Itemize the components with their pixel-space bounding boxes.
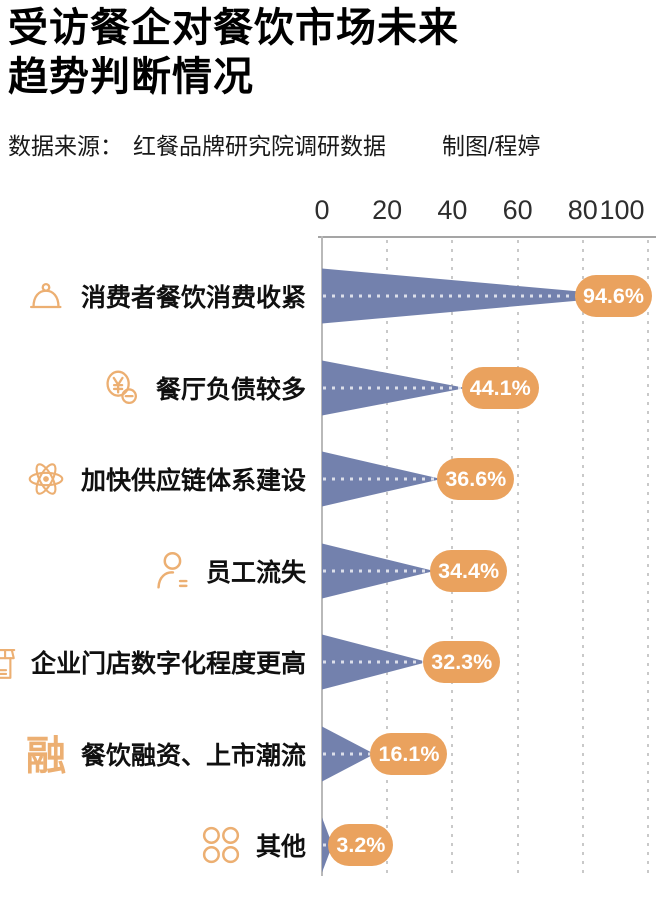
storefront-icon [0, 639, 19, 685]
atom-icon [23, 456, 69, 502]
chart-row: 企业门店数字化程度更高 32.3% [0, 616, 656, 708]
gridline [516, 240, 519, 876]
value-badge: 32.3% [423, 641, 501, 683]
axis-tick-label: 40 [437, 195, 468, 225]
value-badge: 3.2% [328, 824, 394, 866]
row-label-group: 融 餐饮融资、上市潮流 [0, 708, 312, 800]
axis-top-border [318, 236, 656, 238]
chart-row: 消费者餐饮消费收紧 94.6% [0, 250, 656, 342]
bar-wedge [322, 708, 376, 800]
axis-tick-label: 100 [599, 195, 645, 225]
axis-tick-label: 0 [314, 195, 330, 225]
chart-row: 加快供应链体系建设 36.6% [0, 433, 656, 525]
category-label: 餐饮融资、上市潮流 [80, 741, 306, 770]
chart-row: 融 餐饮融资、上市潮流 16.1% [0, 708, 656, 800]
category-label: 其他 [255, 833, 306, 861]
row-label-group: 其他 [0, 799, 312, 891]
row-label-group: 加快供应链体系建设 [0, 433, 312, 525]
bar-wedge [322, 433, 443, 525]
gridline [647, 240, 649, 876]
chart-row: 其他 3.2% [0, 799, 656, 891]
person-icon [148, 548, 194, 594]
svg-text:融: 融 [26, 733, 66, 777]
category-label: 员工流失 [205, 558, 306, 587]
title-line-1: 受访餐企对餐饮市场未来 [8, 6, 459, 50]
gridline [386, 240, 389, 876]
category-label: 餐厅负债较多 [155, 375, 306, 404]
cloche-icon [23, 273, 69, 319]
chart-row: 餐厅负债较多 44.1% [0, 342, 656, 434]
category-label: 加快供应链体系建设 [80, 467, 306, 495]
yuan-coins-icon [98, 365, 144, 411]
chart-row: 员工流失 34.4% [0, 525, 656, 617]
value-badge: 36.6% [437, 458, 515, 500]
source-value: 红餐品牌研究院调研数据 [133, 133, 386, 159]
value-badge: 34.4% [430, 549, 508, 592]
category-label: 企业门店数字化程度更高 [30, 650, 306, 678]
value-badge: 44.1% [461, 366, 539, 409]
title-line-2: 趋势判断情况 [8, 54, 254, 99]
finance-rong-icon: 融 [23, 731, 69, 777]
row-label-group: 企业门店数字化程度更高 [0, 616, 312, 708]
row-label-group: 消费者餐饮消费收紧 [0, 250, 312, 342]
bar-wedge [322, 799, 334, 891]
axis-tick-label: 60 [502, 195, 533, 225]
axis-tick-label: 20 [372, 195, 403, 225]
credit-label: 制图/程婷 [442, 133, 541, 159]
bar-wedge [322, 342, 468, 434]
bar-wedge [322, 250, 632, 342]
grid-dots-icon [198, 822, 244, 868]
axis-tick-label: 80 [567, 195, 598, 225]
bar-wedge [322, 525, 436, 617]
value-badge: 94.6% [575, 275, 652, 317]
value-badge: 16.1% [370, 732, 448, 775]
row-label-group: 员工流失 [0, 525, 312, 617]
row-label-group: 餐厅负债较多 [0, 342, 312, 434]
source-line: 数据来源： 红餐品牌研究院调研数据 制图/程婷 [8, 127, 540, 161]
source-prefix: 数据来源： [8, 133, 123, 159]
page-title: 受访餐企对餐饮市场未来 趋势判断情况 [8, 4, 459, 102]
category-label: 消费者餐饮消费收紧 [80, 284, 306, 312]
gridline [581, 240, 584, 876]
bar-wedge [322, 616, 429, 708]
